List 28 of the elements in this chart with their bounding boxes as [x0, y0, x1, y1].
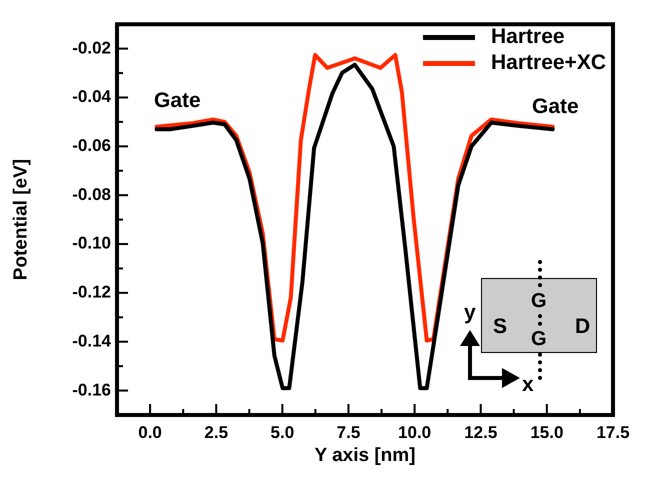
- legend-label: Hartree: [491, 25, 565, 49]
- x-tick-label: 15.0: [530, 422, 564, 442]
- x-tick-label: 17.5: [596, 422, 630, 442]
- x-tick-label: 7.5: [336, 422, 360, 442]
- x-tick-label: 2.5: [204, 422, 228, 442]
- annotation: S: [493, 315, 508, 338]
- annotation: Gate: [532, 95, 579, 118]
- y-tick-label: -0.04: [72, 87, 112, 106]
- legend-label: Hartree+XC: [491, 51, 606, 75]
- y-axis-title: Potential [eV]: [10, 158, 32, 280]
- y-tick-label: -0.02: [72, 38, 111, 58]
- annotation: Gate: [154, 89, 201, 112]
- annotation: x: [522, 373, 534, 396]
- y-tick-label: -0.12: [72, 282, 111, 302]
- annotation: y: [464, 301, 476, 324]
- y-tick-label: -0.06: [72, 136, 111, 156]
- y-tick-label: -0.14: [72, 331, 112, 350]
- annotation: G: [530, 290, 548, 312]
- x-tick-label: 5.0: [270, 422, 294, 442]
- annotation: G: [530, 328, 548, 350]
- x-axis-title: Y axis [nm]: [314, 444, 416, 466]
- x-tick-label: 10.0: [398, 422, 432, 442]
- x-tick-label: 0.0: [138, 422, 162, 442]
- annotation: D: [575, 315, 590, 338]
- y-tick-label: -0.16: [72, 380, 111, 400]
- y-tick-label: -0.08: [72, 184, 111, 204]
- y-tick-label: -0.10: [72, 234, 111, 253]
- x-tick-label: 12.5: [464, 422, 498, 442]
